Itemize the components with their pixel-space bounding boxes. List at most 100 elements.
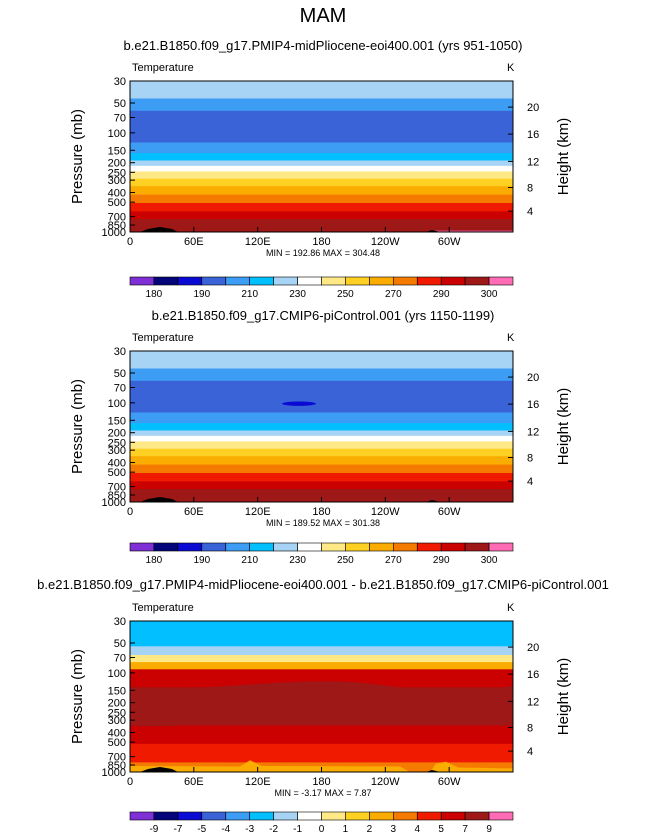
contour-band <box>130 448 513 457</box>
y-tick-label: 30 <box>114 346 126 358</box>
colorbar-swatch <box>273 542 298 552</box>
colorbar-swatch <box>345 542 370 552</box>
y2-tick-label: 16 <box>527 129 539 141</box>
y-axis-label: Pressure (mb) <box>69 649 86 744</box>
y-tick-label: 850 <box>108 760 126 772</box>
contour-band <box>130 219 513 227</box>
colorbar-label: 290 <box>433 555 450 566</box>
colorbar-label: 7 <box>462 824 468 835</box>
contour-band <box>130 423 513 431</box>
contour-band <box>130 171 513 180</box>
contour-band <box>130 98 513 112</box>
colorbar-swatch <box>249 811 274 821</box>
colorbar-label: 300 <box>481 289 498 300</box>
y2-axis-label: Height (km) <box>555 388 572 466</box>
x-tick-label: 60W <box>438 776 461 788</box>
colorbar-swatch <box>416 542 442 552</box>
panel-title: b.e21.B1850.f09_g17.CMIP6-piControl.001 … <box>152 308 495 323</box>
y-tick-label: 50 <box>114 368 126 380</box>
contour-band <box>130 681 513 727</box>
colorbar-swatch <box>129 276 155 286</box>
y-tick-label: 500 <box>108 737 126 749</box>
y-tick-label: 50 <box>114 98 126 110</box>
colorbar-label: 180 <box>146 555 163 566</box>
panel-2: b.e21.B1850.f09_g17.CMIP6-piControl.001 … <box>69 308 572 566</box>
x-tick-label: 120E <box>245 506 271 518</box>
x-tick-label: 180 <box>312 236 330 248</box>
colorbar-swatch <box>345 276 370 286</box>
contour-band <box>130 160 513 167</box>
colorbar-swatch <box>392 811 418 821</box>
colorbar-swatch <box>225 542 251 552</box>
y-tick-label: 50 <box>114 638 126 650</box>
colorbar-swatch <box>416 811 442 821</box>
colorbar-label: 190 <box>193 555 210 566</box>
y-tick-label: 300 <box>108 445 126 457</box>
colorbar-label: -9 <box>149 824 158 835</box>
min-max-label: MIN = 189.52 MAX = 301.38 <box>266 518 380 528</box>
contour-band <box>433 230 513 232</box>
colorbar: 180 190 210 230 250 270 290 300 <box>129 542 514 566</box>
colorbar-label: 4 <box>415 824 421 835</box>
colorbar-label: 270 <box>385 289 402 300</box>
y-tick-label: 70 <box>114 113 126 125</box>
y-tick-label: 250 <box>108 167 126 179</box>
y-tick-label: 250 <box>108 707 126 719</box>
y-tick-label: 200 <box>108 428 126 440</box>
contour-band <box>130 662 513 670</box>
y2-tick-label: 12 <box>527 426 539 438</box>
colorbar-swatch <box>153 811 179 821</box>
colorbar-label: 210 <box>241 289 258 300</box>
y-tick-label: 250 <box>108 437 126 449</box>
contour-band <box>130 725 513 745</box>
colorbar-swatch <box>273 811 298 821</box>
min-max-label: MIN = -3.17 MAX = 7.87 <box>274 788 371 798</box>
colorbar-label: -1 <box>293 824 302 835</box>
colorbar-swatch <box>201 542 227 552</box>
contour-band <box>130 473 513 482</box>
y2-axis-label: Height (km) <box>555 118 572 196</box>
colorbar-swatch <box>464 811 490 821</box>
y-tick-label: 400 <box>108 458 126 470</box>
x-tick-label: 60E <box>184 776 204 788</box>
field-label: Temperature <box>132 332 194 344</box>
y2-tick-label: 20 <box>527 102 539 114</box>
colorbar-swatch <box>297 276 322 286</box>
y2-tick-label: 8 <box>527 183 533 195</box>
colorbar-label: 190 <box>193 289 210 300</box>
y-tick-label: 500 <box>108 467 126 479</box>
y2-tick-label: 20 <box>527 372 539 384</box>
y2-tick-label: 8 <box>527 723 533 735</box>
y-tick-label: 100 <box>108 128 126 140</box>
y-tick-label: 700 <box>108 482 126 494</box>
colorbar-label: 290 <box>433 289 450 300</box>
x-tick-label: 0 <box>127 236 133 248</box>
colorbar-swatch <box>129 542 155 552</box>
contour-band <box>130 203 513 212</box>
page-title: MAM <box>300 5 347 27</box>
contour-band <box>130 430 513 437</box>
contour-band <box>130 142 513 154</box>
colorbar-swatch <box>345 811 370 821</box>
colorbar-swatch <box>440 276 466 286</box>
colorbar-swatch <box>225 811 251 821</box>
y2-tick-label: 16 <box>527 399 539 411</box>
y-tick-label: 30 <box>114 616 126 628</box>
contour-band <box>130 153 513 161</box>
contour-band <box>130 435 513 442</box>
contour-band <box>130 669 513 688</box>
colorbar-swatch <box>201 811 227 821</box>
y-axis-label: Pressure (mb) <box>69 109 86 204</box>
contour-band <box>130 81 513 99</box>
colorbar-swatch <box>297 542 322 552</box>
y-tick-label: 300 <box>108 715 126 727</box>
contour-field <box>130 351 513 503</box>
min-max-label: MIN = 192.86 MAX = 304.48 <box>266 248 380 258</box>
colorbar-swatch <box>249 276 274 286</box>
contour-band <box>130 412 513 424</box>
contour-band <box>130 464 513 474</box>
colorbar-label: 3 <box>391 824 397 835</box>
colorbar-swatch <box>440 542 466 552</box>
y-tick-label: 700 <box>108 752 126 764</box>
contour-band <box>130 380 513 413</box>
